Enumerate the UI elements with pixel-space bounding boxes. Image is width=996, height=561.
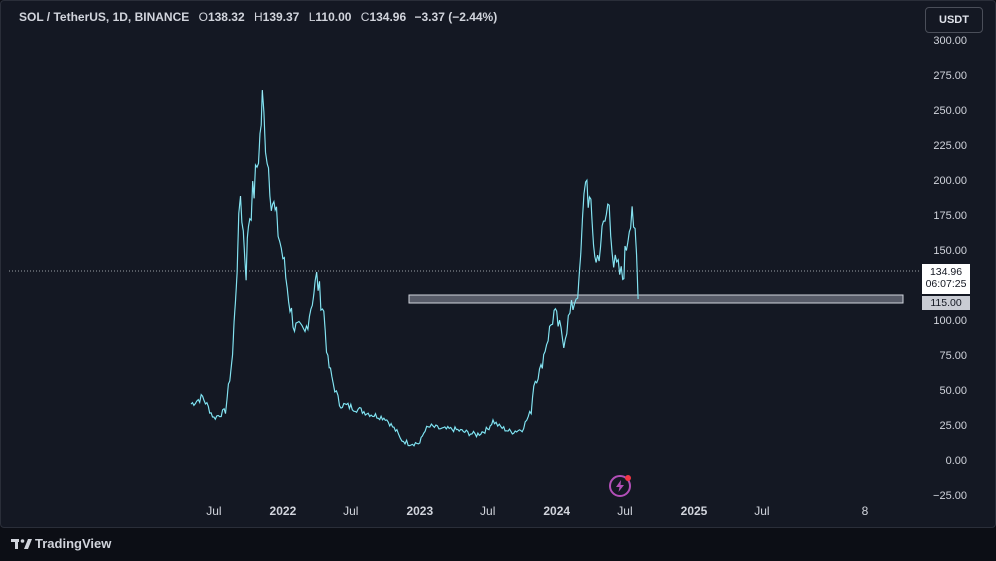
- notification-dot: [625, 475, 631, 481]
- y-tick-label: 50.00: [939, 385, 967, 397]
- tradingview-brand: TradingView: [35, 536, 112, 551]
- y-tick-label: 175.00: [933, 210, 967, 222]
- close-value: 134.96: [369, 10, 407, 24]
- lightning-glyph-icon: [616, 480, 624, 492]
- x-tick-label: Jul: [480, 504, 495, 518]
- change-value: −3.37 (−2.44%): [414, 10, 498, 24]
- y-tick-label: 0.00: [946, 455, 967, 467]
- y-tick-label: 225.00: [933, 140, 967, 152]
- high-value: 139.37: [262, 10, 300, 24]
- last-price-value: 134.96: [929, 266, 963, 278]
- x-tick-label: 2025: [681, 504, 708, 518]
- high-label: H: [253, 10, 263, 24]
- low-value: 110.00: [315, 10, 352, 24]
- x-tick-label: 2024: [543, 504, 570, 518]
- x-tick-label: Jul: [754, 504, 769, 518]
- symbol-name[interactable]: SOL / TetherUS, 1D, BINANCE: [19, 10, 190, 24]
- currency-button[interactable]: USDT: [925, 7, 983, 33]
- open-value: 138.32: [207, 10, 245, 24]
- open-label: O: [198, 10, 208, 24]
- x-tick-label: 8: [862, 504, 869, 518]
- low-label: L: [308, 10, 316, 24]
- y-tick-label: 275.00: [933, 70, 967, 82]
- y-tick-label: 25.00: [939, 420, 967, 432]
- x-tick-label: Jul: [343, 504, 358, 518]
- price-chart[interactable]: 300.00 275.00 250.00 225.00 200.00 175.00 150.…: [1, 1, 996, 529]
- x-tick-label: Jul: [617, 504, 632, 518]
- bar-countdown: 06:07:25: [925, 278, 967, 290]
- y-tick-label: 300.00: [933, 35, 967, 47]
- y-tick-label: 150.00: [933, 245, 967, 257]
- close-label: C: [360, 10, 370, 24]
- support-level-band[interactable]: [408, 294, 904, 304]
- tradingview-logo[interactable]: TradingView: [11, 536, 111, 551]
- flash-icon[interactable]: [609, 475, 631, 497]
- y-tick-label: −25.00: [933, 490, 967, 502]
- x-tick-label: 2022: [270, 504, 297, 518]
- y-tick-label: 200.00: [933, 175, 967, 187]
- price-series-highlight: [190, 90, 639, 447]
- x-tick-label: Jul: [206, 504, 221, 518]
- tradingview-logo-icon: [11, 538, 32, 549]
- y-tick-label: 100.00: [933, 315, 967, 327]
- x-tick-label: 2023: [406, 504, 433, 518]
- time-axis[interactable]: Jul 2022 Jul 2023 Jul 2024 Jul 2025 Jul 8: [206, 504, 868, 518]
- price-series-line: [190, 90, 639, 447]
- footer: TradingView: [0, 528, 996, 561]
- chart-pane[interactable]: 300.00 275.00 250.00 225.00 200.00 175.00 150.…: [0, 0, 996, 528]
- last-price-label: 134.96 06:07:25: [922, 264, 970, 294]
- y-tick-label: 250.00: [933, 105, 967, 117]
- y-tick-label: 75.00: [939, 350, 967, 362]
- level-price-label: 115.00: [922, 296, 970, 310]
- symbol-legend[interactable]: SOL / TetherUS, 1D, BINANCE O138.32 H139…: [19, 10, 497, 24]
